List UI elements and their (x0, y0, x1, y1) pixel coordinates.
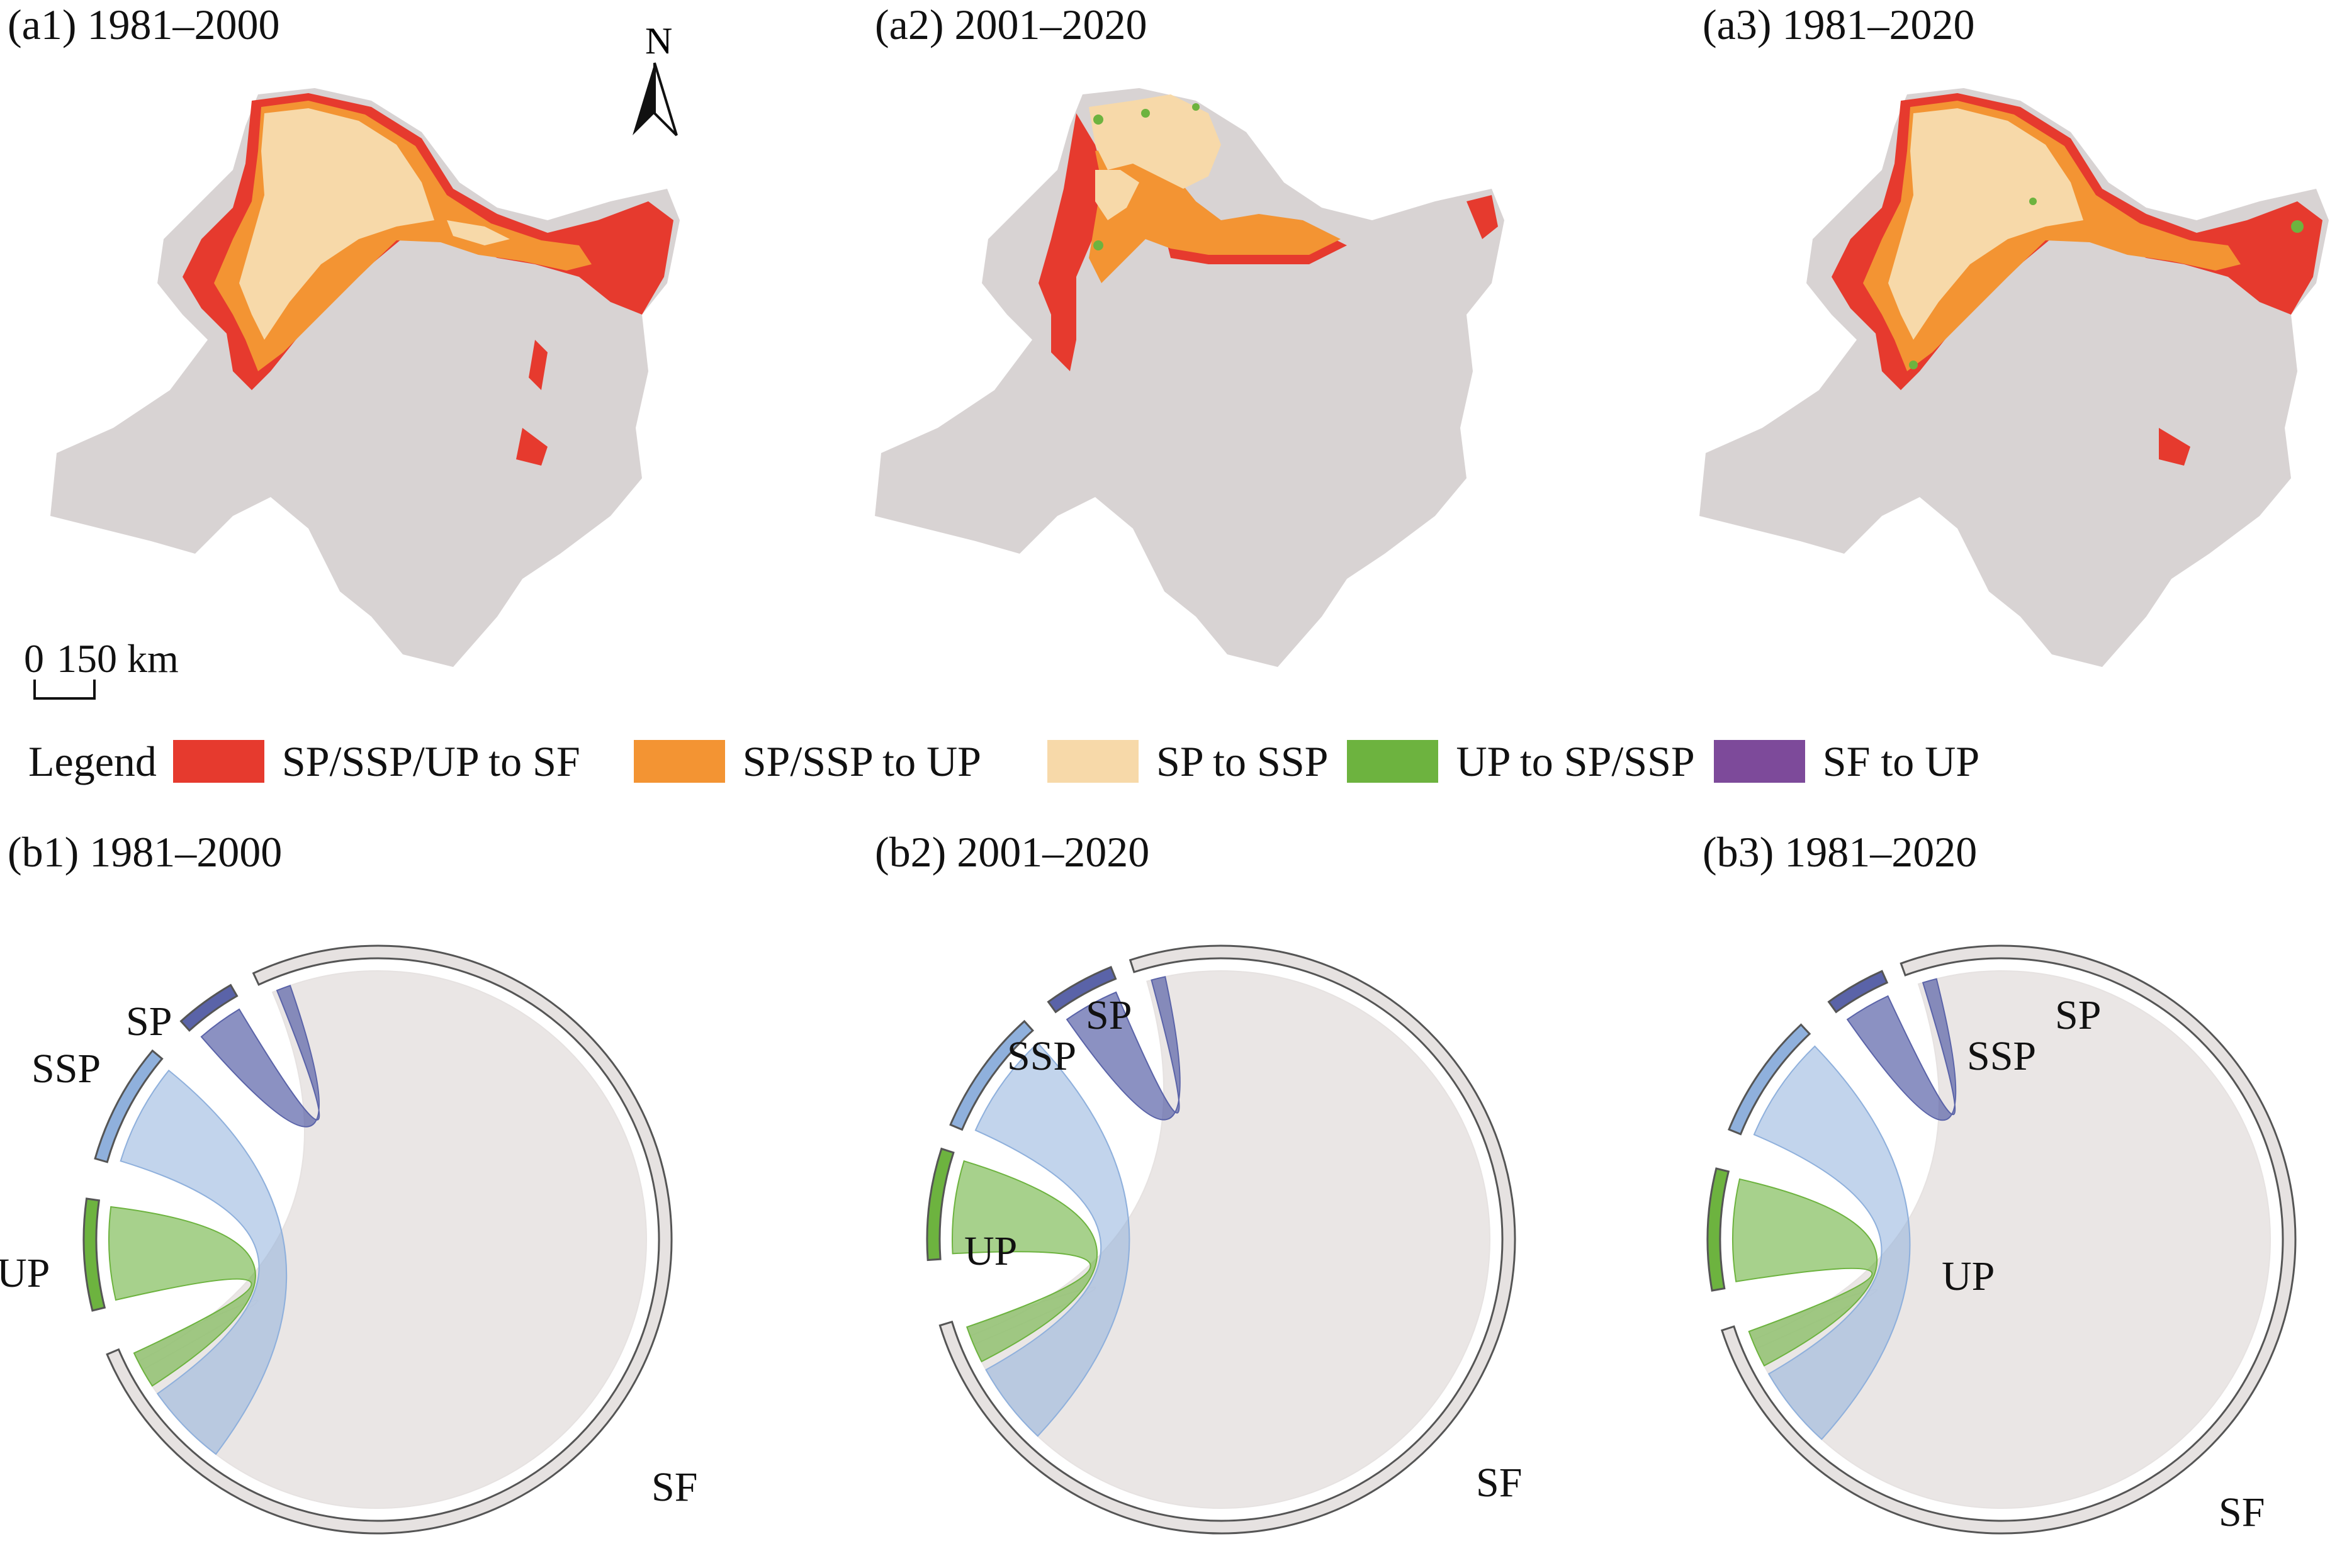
scale-value: 150 km (57, 636, 179, 681)
scale-zero: 0 (24, 636, 44, 681)
map-title-a2: (a2) 2001–2020 (875, 1, 1147, 48)
segment-label-up: UP (1942, 1253, 1995, 1299)
north-arrow-icon: N (633, 25, 678, 137)
ribbon-ssp-to-sf (1753, 1045, 1911, 1440)
chord-b3: SP SSP UP SF (1706, 944, 2297, 1535)
segment-label-sp: SP (126, 999, 172, 1044)
map-a1 (50, 88, 680, 667)
ribbon-ssp-to-sf (974, 1042, 1130, 1437)
legend-item: SP to SSP (1047, 737, 1328, 787)
legend-swatch (1713, 740, 1805, 783)
chord-b1: SP SSP UP SF (0, 944, 697, 1535)
legend-swatch (1347, 740, 1439, 783)
map-title-a1: (a1) 1981–2000 (8, 1, 280, 48)
segment-sp (1827, 970, 1889, 1014)
legend-swatch (633, 740, 725, 783)
legend-item: SF to UP (1713, 737, 1980, 787)
segment-label-sp: SP (1086, 992, 1132, 1038)
ribbon-sp-to-sf (1846, 978, 1957, 1121)
legend: Legend SP/SSP/UP to SF SP/SSP to UP SP t… (28, 733, 1998, 790)
legend-item: SP/SSP/UP to SF (172, 737, 580, 787)
class-sp-to-ssp (1089, 94, 1221, 220)
class-up-to-sp (1093, 103, 1200, 250)
ribbon-up-to-sf (1732, 1178, 1878, 1367)
map-title-a3: (a3) 1981–2020 (1703, 1, 1975, 48)
segment-label-up: UP (0, 1250, 50, 1296)
map-a3 (1699, 88, 2329, 667)
class-sp-to-ssp (239, 108, 510, 340)
class-up-to-sp (1909, 198, 2304, 369)
legend-swatch (1047, 740, 1139, 783)
segment-ssp (1728, 1023, 1811, 1136)
legend-label: SP/SSP to UP (742, 737, 981, 785)
class-sp-to-up (1089, 145, 1341, 283)
ribbon-sp-to-sf (1066, 976, 1181, 1121)
legend-label: SP/SSP/UP to SF (281, 737, 580, 785)
legend-item: SP/SSP to UP (633, 737, 981, 787)
chord-ribbons (108, 970, 647, 1509)
segment-label-ssp: SSP (1967, 1033, 2036, 1079)
ribbon-up-to-sf (952, 1160, 1098, 1363)
legend-label: UP to SP/SSP (1456, 737, 1695, 785)
segment-label-sf: SF (1476, 1460, 1522, 1506)
segment-label-sf: SF (651, 1464, 697, 1510)
region-base (875, 88, 1504, 667)
chord-title-b1: (b1) 1981–2000 (8, 828, 283, 876)
segment-sf (106, 944, 673, 1535)
scale-bar-line (33, 680, 96, 700)
legend-item: UP to SP/SSP (1347, 737, 1695, 787)
chord-ribbons (952, 970, 1490, 1509)
segment-sf (1720, 944, 2297, 1535)
segment-ssp (949, 1019, 1035, 1131)
ribbon-sp-to-sf (200, 984, 320, 1128)
legend-label: SP to SSP (1156, 737, 1329, 785)
legend-label: SF to UP (1822, 737, 1980, 785)
chord-title-b3: (b3) 1981–2020 (1703, 828, 1978, 876)
segment-label-up: UP (964, 1228, 1017, 1274)
legend-title: Legend (28, 737, 157, 785)
segment-sf (938, 944, 1516, 1535)
map-a2 (875, 88, 1504, 667)
north-label: N (645, 25, 672, 62)
segment-sp (1047, 966, 1117, 1014)
segment-label-ssp: SSP (31, 1046, 101, 1092)
segment-up (1706, 1167, 1730, 1292)
segment-up (926, 1147, 955, 1262)
legend-swatch (172, 740, 264, 783)
class-sp-to-ssp (1888, 108, 2083, 340)
scale-bar: 0 150 km (24, 636, 179, 700)
ribbon-up-to-sf (108, 1206, 256, 1387)
segment-sp (179, 983, 239, 1032)
segment-label-ssp: SSP (1007, 1033, 1076, 1079)
segment-label-sp: SP (2055, 992, 2101, 1038)
ribbon-ssp-to-sf (120, 1069, 288, 1455)
chord-title-b2: (b2) 2001–2020 (875, 828, 1150, 876)
segment-up (82, 1197, 106, 1312)
segment-label-sf: SF (2219, 1489, 2265, 1535)
chord-ribbons (1732, 970, 2271, 1509)
segment-ssp (94, 1049, 164, 1163)
